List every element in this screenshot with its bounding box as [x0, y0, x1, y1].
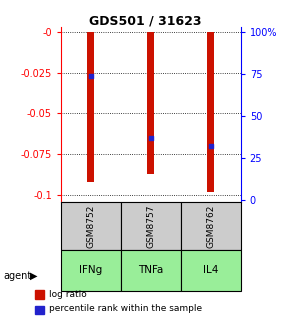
Text: GSM8752: GSM8752 [86, 204, 95, 248]
Bar [87, 32, 95, 182]
Point [209, 143, 213, 149]
Text: log ratio: log ratio [49, 290, 87, 299]
Text: GSM8762: GSM8762 [206, 204, 215, 248]
Text: GSM8757: GSM8757 [146, 204, 155, 248]
Text: GDS501 / 31623: GDS501 / 31623 [89, 14, 201, 28]
Bar [61, 250, 121, 291]
Point [88, 73, 93, 78]
Bar [181, 250, 241, 291]
Bar [181, 202, 241, 250]
Text: agent: agent [3, 271, 31, 281]
Bar [207, 32, 214, 192]
Text: TNFa: TNFa [138, 265, 164, 276]
Bar [121, 202, 181, 250]
Bar [147, 32, 154, 174]
Text: percentile rank within the sample: percentile rank within the sample [49, 304, 202, 313]
Bar [61, 202, 121, 250]
Bar [121, 250, 181, 291]
Text: IFNg: IFNg [79, 265, 102, 276]
Point [148, 135, 153, 140]
Text: IL4: IL4 [203, 265, 218, 276]
Text: ▶: ▶ [30, 271, 38, 281]
